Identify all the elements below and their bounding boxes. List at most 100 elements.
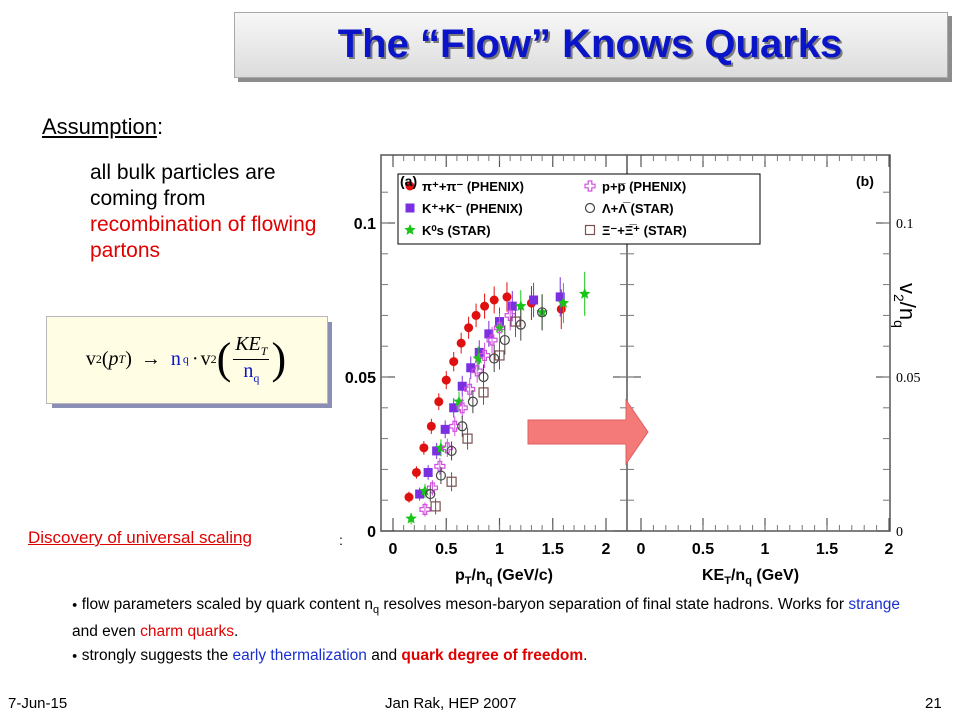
data-point-1-4 bbox=[449, 403, 459, 413]
right-y-axis-title: v2/nq bbox=[891, 283, 920, 328]
formula-ke: KE bbox=[235, 332, 261, 355]
formula-nq: n bbox=[170, 347, 181, 370]
data-point-3-5 bbox=[456, 402, 468, 414]
data-point-1-10 bbox=[507, 301, 517, 311]
data-point-0-2 bbox=[419, 443, 429, 453]
footer-page-number: 21 bbox=[925, 695, 942, 712]
bullet-thermalization: ● strongly suggests the early thermaliza… bbox=[72, 645, 902, 666]
axis-ticks: 00.050.100.050.10 0.5 1 1.5 2 0 0.5 1 1.5 2 bbox=[345, 155, 921, 558]
legend-label-0: π⁺+π⁻ (PHENIX) bbox=[422, 179, 524, 194]
x-tick-label-a: 1.5 bbox=[542, 541, 564, 558]
data-point-2-1 bbox=[419, 485, 431, 496]
data-point-0-6 bbox=[449, 357, 459, 367]
bullet2-early: early thermalization bbox=[232, 647, 367, 664]
formula-numerator: KET bbox=[233, 332, 270, 360]
bullet2-text-b: and bbox=[366, 647, 402, 664]
panel-a-label: (a) bbox=[400, 173, 417, 189]
formula-fraction: KET nq bbox=[233, 332, 270, 386]
x-tick-label-a: 0 bbox=[389, 541, 398, 558]
legend-marker-4 bbox=[584, 202, 596, 214]
bullet1-charm: charm quarks bbox=[140, 623, 234, 641]
legend-label-2: K⁰s (STAR) bbox=[422, 223, 491, 238]
right-y-tick-label: 0.05 bbox=[896, 371, 921, 386]
x-axis-title-a: pT/nq (GeV/c) bbox=[455, 567, 553, 587]
data-point-4-0 bbox=[425, 488, 436, 500]
assumption-text-black: all bulk particles are coming from bbox=[90, 161, 276, 210]
data-point-2-0 bbox=[405, 512, 417, 524]
formula-nq-sub: q bbox=[182, 351, 189, 366]
data-point-4-9 bbox=[536, 307, 548, 318]
x-tick-label-a: 2 bbox=[602, 541, 611, 558]
data-point-5-4 bbox=[494, 350, 505, 361]
x-tick-label-a: 0.5 bbox=[435, 541, 457, 558]
bullet2-quark: quark degree of freedom bbox=[401, 647, 584, 664]
data-point-1-2 bbox=[432, 446, 442, 456]
data-point-2-8 bbox=[557, 297, 570, 308]
formula-close-paren: ) bbox=[125, 347, 132, 370]
data-point-1-0 bbox=[415, 489, 425, 499]
bullet1-text-a: flow parameters scaled by quark content … bbox=[81, 596, 373, 613]
assumption-heading: Assumption: bbox=[42, 114, 163, 140]
footer-author: Jan Rak, HEP 2007 bbox=[385, 695, 517, 712]
formula-p-sub: T bbox=[118, 351, 126, 366]
data-point-2-9 bbox=[579, 287, 591, 299]
formula-v: v bbox=[85, 347, 96, 370]
formula-v2: v bbox=[200, 347, 211, 370]
x-tick-label-b: 0.5 bbox=[692, 541, 714, 558]
data-point-0-11 bbox=[489, 295, 499, 305]
formula-big-close-paren: ) bbox=[271, 334, 287, 383]
data-point-5-5 bbox=[510, 316, 521, 327]
data-point-3-8 bbox=[478, 349, 491, 362]
x-tick-label-a: 1 bbox=[495, 541, 504, 558]
footer-date: 7-Jun-15 bbox=[8, 695, 68, 712]
data-point-0-8 bbox=[464, 323, 474, 333]
formula-denominator: nq bbox=[241, 360, 261, 386]
bullet-scaling: ● flow parameters scaled by quark conten… bbox=[72, 594, 902, 642]
formula-ke-sub: T bbox=[260, 343, 268, 358]
bullet-dot-2: ● bbox=[72, 650, 78, 661]
data-point-0-12 bbox=[502, 292, 512, 302]
data-point-0-4 bbox=[434, 397, 444, 407]
data-point-3-4 bbox=[449, 420, 461, 432]
x-tick-label-b: 1 bbox=[761, 541, 770, 558]
data-point-3-10 bbox=[493, 322, 506, 334]
data-point-4-3 bbox=[457, 421, 468, 432]
formula-v-sub: 2 bbox=[95, 351, 102, 366]
legend-marker-3 bbox=[584, 180, 596, 192]
legend: π⁺+π⁻ (PHENIX) K⁺+K⁻ (PHENIX) K⁰s (STAR) p+… bbox=[404, 179, 687, 238]
bullet-dot-1: ● bbox=[72, 599, 78, 610]
legend-label-4: Λ+Λ̅ (STAR) bbox=[602, 201, 674, 216]
data-point-0-5 bbox=[441, 375, 451, 385]
data-point-4-7 bbox=[499, 334, 510, 346]
legend-label-1: K⁺+K⁻ (PHENIX) bbox=[422, 201, 523, 216]
x-tick-label-b: 2 bbox=[885, 541, 894, 558]
y-tick-label: 0.1 bbox=[354, 216, 376, 233]
data-point-3-11 bbox=[504, 309, 516, 321]
title-frame bbox=[234, 12, 948, 78]
data-point-1-5 bbox=[457, 381, 467, 391]
data-point-4-1 bbox=[435, 470, 447, 481]
legend-marker-2 bbox=[404, 224, 416, 235]
data-point-4-8 bbox=[515, 319, 526, 330]
data-point-2-6 bbox=[515, 300, 527, 311]
data-point-1-7 bbox=[474, 347, 484, 357]
formula-arrow: → bbox=[140, 347, 161, 370]
right-y-tick-label: 0 bbox=[896, 525, 903, 540]
bullet1-text-c: and even bbox=[72, 623, 141, 641]
legend-marker-5 bbox=[584, 224, 596, 236]
bullet1-sub: q bbox=[372, 604, 380, 617]
data-point-0-1 bbox=[411, 467, 421, 477]
data-point-1-6 bbox=[466, 363, 476, 373]
bullet1-text-b: resolves meson-baryon separation of fina… bbox=[379, 596, 849, 613]
bullet1-strange: strange bbox=[848, 596, 901, 613]
formula-den-sub: q bbox=[253, 370, 260, 385]
assumption-colon: : bbox=[156, 114, 164, 139]
legend-marker-0 bbox=[405, 181, 415, 191]
assumption-label: Assumption bbox=[42, 114, 157, 139]
data-point-0-10 bbox=[480, 301, 490, 311]
data-point-5-2 bbox=[462, 433, 473, 444]
bullet2-text-c: . bbox=[583, 647, 588, 664]
legend-marker-1 bbox=[405, 203, 415, 213]
data-point-0-7 bbox=[456, 338, 466, 348]
